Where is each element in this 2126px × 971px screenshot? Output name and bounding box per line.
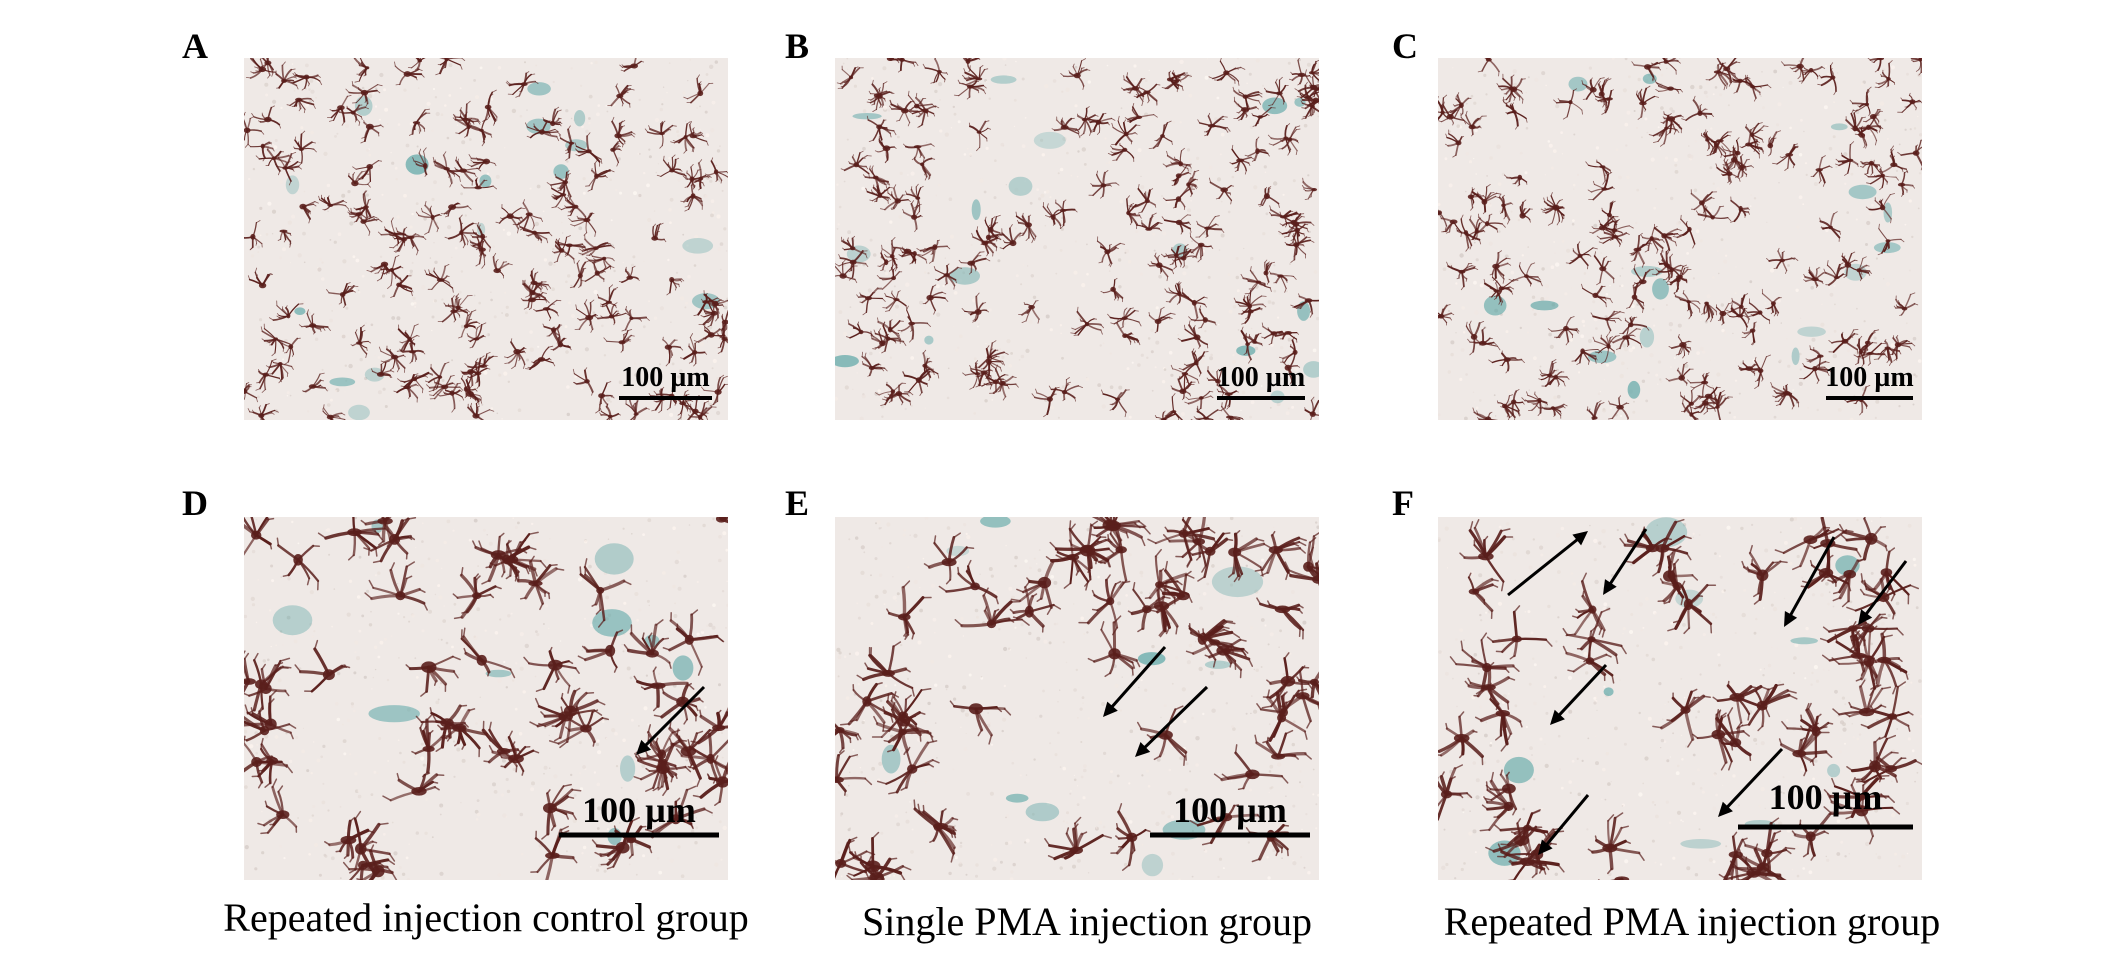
scale-bar: 100 µm [1150,790,1310,838]
counterstain-blobs [285,82,720,420]
micrograph-a-image: 100 µm [244,58,728,420]
panel-label-c: C [1392,26,1418,66]
annotation-arrow [1135,685,1209,757]
annotation-arrow [1507,531,1588,597]
micrograph-b-image: 100 µm [835,58,1319,420]
micrograph-b: 100 µm [835,58,1319,420]
panel-label-d: D [182,483,208,523]
caption-control-group: Repeated injection control group [223,895,749,940]
scale-bar: 100 µm [1825,362,1914,400]
tissue-texture [1438,58,1922,420]
scale-bar: 100 µm [1738,777,1913,830]
panel-label-a: A [182,26,208,66]
panel-label-b: B [785,26,810,66]
micrograph-e-image: 100 µm [835,517,1319,880]
scale-bar: 100 µm [559,790,719,838]
annotation-arrow [1550,663,1608,725]
stained-cells [1438,58,1922,420]
micrograph-e: 100 µm [835,517,1319,880]
annotation-arrow [1718,747,1784,817]
scale-bar-label: 100 µm [1173,790,1287,830]
caption-repeated-pma-group: Repeated PMA injection group [1443,899,1941,944]
panel-label-e: E [785,483,810,523]
scale-bar-label: 100 µm [1769,777,1883,817]
counterstain-blobs [835,75,1319,404]
tissue-texture [248,58,728,420]
stained-cells [244,517,728,880]
caption-single-pma-group: Single PMA injection group [862,899,1312,944]
micrograph-f-image: 100 µm [1438,517,1922,880]
micrograph-d: 100 µm [244,517,728,880]
tissue-background [244,517,728,880]
micrograph-a: 100 µm [244,58,728,420]
scale-bar-label: 100 µm [621,362,709,393]
annotation-arrow [1784,536,1836,627]
counterstain-blobs [881,517,1264,877]
micrograph-c-image: 100 µm [1438,58,1922,420]
stained-cells [835,58,1319,420]
micrograph-c: 100 µm [1438,58,1922,420]
annotation-arrow [1603,528,1648,595]
scale-bar: 100 µm [1217,362,1305,400]
micrograph-d-image: 100 µm [244,517,728,880]
scale-bar-label: 100 µm [1825,362,1913,393]
scale-bar-label: 100 µm [582,790,696,830]
micrograph-f: 100 µm [1438,517,1922,880]
annotation-arrow [1858,560,1908,625]
scale-bar-label: 100 µm [1217,362,1305,393]
stained-cells [1438,517,1922,880]
annotation-arrow [1538,794,1590,855]
stained-cells [244,58,728,420]
panel-label-f: F [1392,483,1414,523]
scale-bar: 100 µm [619,362,712,400]
annotation-arrow [636,685,706,755]
annotation-arrow [1103,646,1167,717]
stained-cells [835,517,1319,880]
tissue-texture [835,58,1319,420]
